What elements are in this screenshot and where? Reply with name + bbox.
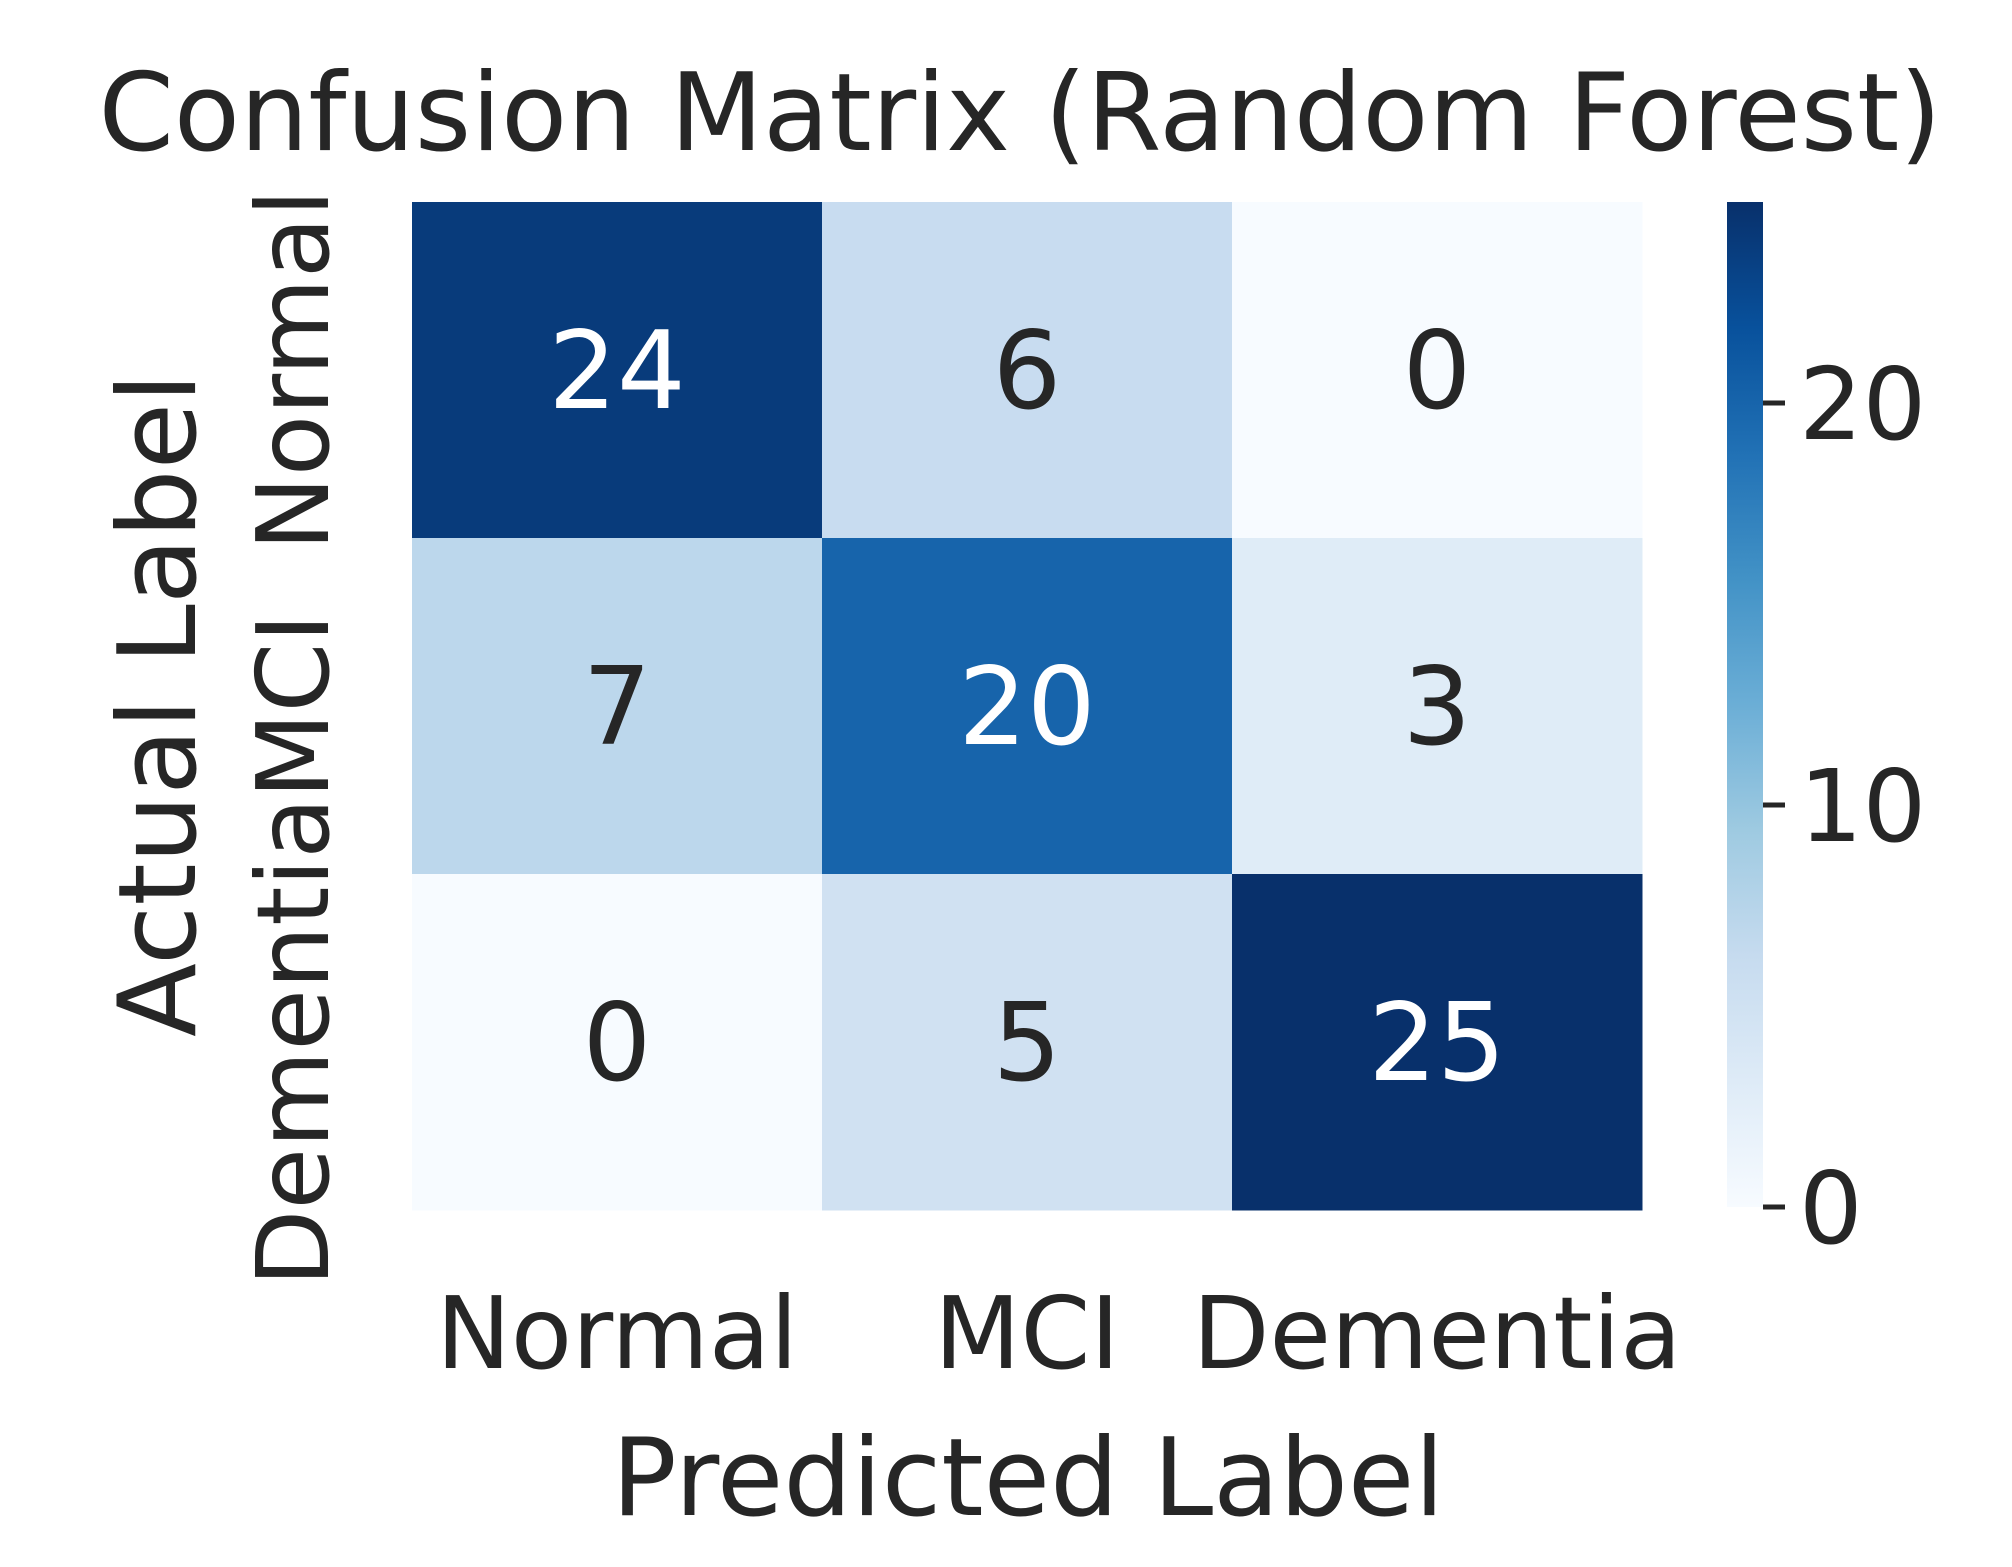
heatmap-cells xyxy=(412,202,1643,1211)
y-tick-label: MCI xyxy=(235,613,352,799)
cell-value-label: 25 xyxy=(1368,981,1505,1106)
cell-value-label: 5 xyxy=(993,981,1062,1106)
heatmap-cell-r0-c0 xyxy=(412,202,823,539)
x-tick-labels: Normal MCI Dementia xyxy=(436,1275,1681,1392)
cell-value-label: 0 xyxy=(1403,309,1472,434)
cell-value-label: 0 xyxy=(583,981,652,1106)
heatmap-cell-r1-c0 xyxy=(412,538,823,875)
chart-title: Confusion Matrix (Random Forest) xyxy=(98,51,1941,176)
colorbar-tick-label: 0 xyxy=(1799,1150,1863,1267)
cell-value-label: 6 xyxy=(993,309,1062,434)
cell-value-label: 24 xyxy=(548,309,685,434)
colorbar-ticks: 0 10 20 xyxy=(1763,346,1926,1267)
y-tick-label: Normal xyxy=(235,189,352,551)
heatmap-cell-r0-c1 xyxy=(822,202,1233,539)
colorbar-tick-label: 20 xyxy=(1799,346,1926,463)
cell-value-label: 20 xyxy=(958,645,1095,770)
heatmap-cell-r2-c0 xyxy=(412,874,823,1211)
heatmap-cell-r2-c2 xyxy=(1232,874,1643,1211)
cell-value-labels: 24 6 0 7 20 3 0 5 25 xyxy=(548,309,1505,1106)
x-tick-label: Normal xyxy=(436,1275,798,1392)
colorbar-tick-label: 10 xyxy=(1799,748,1926,865)
x-tick-label: MCI xyxy=(934,1275,1120,1392)
colorbar xyxy=(1727,202,1763,1207)
x-axis-label: Predicted Label xyxy=(612,1416,1445,1541)
cell-value-label: 7 xyxy=(583,645,652,770)
heatmap-cell-r0-c2 xyxy=(1232,202,1643,539)
y-tick-label: Dementia xyxy=(235,797,352,1286)
cell-value-label: 3 xyxy=(1403,645,1472,770)
x-tick-label: Dementia xyxy=(1192,1275,1681,1392)
heatmap-cell-r1-c1 xyxy=(822,538,1233,875)
heatmap-cell-r1-c2 xyxy=(1232,538,1643,875)
heatmap-cell-r2-c1 xyxy=(822,874,1233,1211)
y-axis-label: Actual Label xyxy=(96,373,221,1037)
